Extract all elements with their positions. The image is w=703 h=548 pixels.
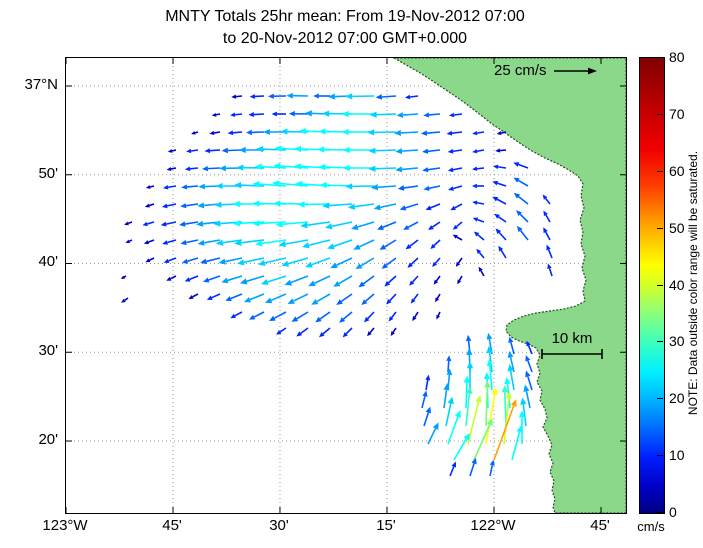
y-axis-tick-label: 20' — [38, 431, 58, 449]
y-axis-tick-label: 40' — [38, 253, 58, 271]
vector-field-layer — [120, 92, 553, 477]
colorbar-tick-label: 80 — [669, 49, 685, 65]
y-axis-tick-label: 30' — [38, 342, 58, 360]
colorbar-tick-mark — [657, 57, 663, 58]
reference-vector-arrow-icon — [553, 67, 597, 74]
colorbar-tick-mark — [657, 398, 663, 400]
colorbar-tick-label: 10 — [669, 447, 685, 464]
plot-title-line1: MNTY Totals 25hr mean: From 19-Nov-2012 … — [165, 8, 525, 25]
colorbar-tick-mark — [657, 170, 663, 172]
colorbar-tick-mark — [657, 227, 663, 229]
x-axis-tick-label: 30' — [269, 517, 289, 534]
y-axis-tick-label: 50' — [38, 164, 58, 182]
colorbar-tick-label: 0 — [669, 504, 677, 520]
reference-vector-legend: 25 cm/s — [494, 62, 597, 79]
colorbar-note: NOTE: Data outside color range will be s… — [686, 150, 700, 416]
colorbar-tick-mark — [657, 113, 663, 115]
y-axis-tick-label: 37°N — [24, 75, 58, 93]
colorbar-tick-mark — [657, 284, 663, 286]
colorbar-tick-mark — [657, 455, 663, 457]
reference-vector-label: 25 cm/s — [494, 62, 547, 79]
scale-bar-line-icon — [541, 349, 603, 359]
axis-ticks-layer — [66, 58, 626, 513]
colorbar-tick-mark — [657, 341, 663, 343]
grid-layer — [66, 58, 626, 513]
plot-title-line2: to 20-Nov-2012 07:00 GMT+0.000 — [222, 30, 468, 47]
colorbar-tick-label: 70 — [669, 105, 685, 122]
colorbar-tick-label: 30 — [669, 333, 685, 350]
colorbar-tick-label: 50 — [669, 219, 685, 236]
plot-title: MNTY Totals 25hr mean: From 19-Nov-2012 … — [165, 6, 525, 50]
x-axis-tick-label: 122°W — [470, 517, 516, 534]
x-axis-tick-label: 123°W — [42, 517, 88, 534]
map-scale-bar: 10 km — [540, 330, 604, 364]
colorbar — [639, 57, 665, 514]
quiver-map-canvas — [66, 58, 626, 513]
plot-area — [65, 57, 627, 514]
x-axis-tick-label: 45' — [162, 517, 182, 534]
land-region — [392, 58, 626, 513]
x-axis-tick-label: 45' — [590, 517, 610, 534]
colorbar-tick-label: 40 — [669, 276, 685, 293]
colorbar-unit-label: cm/s — [637, 519, 665, 534]
x-axis-tick-label: 15' — [376, 517, 396, 534]
colorbar-tick-label: 60 — [669, 162, 685, 179]
colorbar-tick-mark — [657, 512, 663, 513]
scale-bar-label: 10 km — [551, 330, 593, 347]
colorbar-tick-label: 20 — [669, 390, 685, 407]
